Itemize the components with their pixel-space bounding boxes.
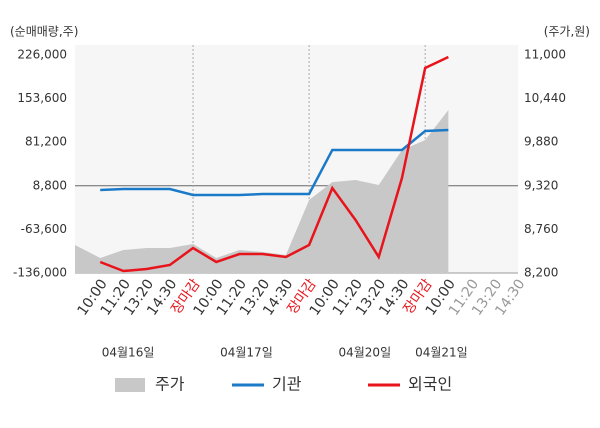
- day-label: 04월20일: [338, 346, 391, 360]
- y2-tick-label: 11,000: [524, 48, 566, 62]
- y2-tick-label: 8,200: [524, 266, 558, 280]
- y2-tick-label: 8,760: [524, 222, 558, 236]
- legend-swatch: [115, 378, 145, 392]
- series-line: [100, 128, 449, 197]
- y2-tick-label: 10,440: [524, 91, 566, 105]
- y-tick-label: 81,200: [25, 135, 67, 149]
- y2-axis-label: (주가,원): [544, 25, 590, 39]
- day-label: 04월16일: [102, 346, 155, 360]
- price-area: [75, 110, 449, 273]
- y2-tick-label: 9,320: [524, 178, 558, 192]
- y-tick-label: 226,000: [17, 48, 67, 62]
- day-label: 04월17일: [220, 346, 273, 360]
- y2-tick-label: 9,880: [524, 135, 558, 149]
- series-line: [99, 55, 449, 273]
- y-tick-label: -63,600: [21, 222, 67, 236]
- y-tick-label: 8,800: [33, 178, 67, 192]
- legend-label: 주가: [155, 375, 185, 394]
- legend-label: 외국인: [408, 375, 452, 394]
- legend-label: 기관: [272, 375, 302, 394]
- y-axis-label: (순매매량,주): [10, 25, 78, 39]
- y-tick-label: 153,600: [17, 91, 67, 105]
- day-label: 04월21일: [415, 346, 468, 360]
- y-tick-label: -136,000: [13, 266, 67, 280]
